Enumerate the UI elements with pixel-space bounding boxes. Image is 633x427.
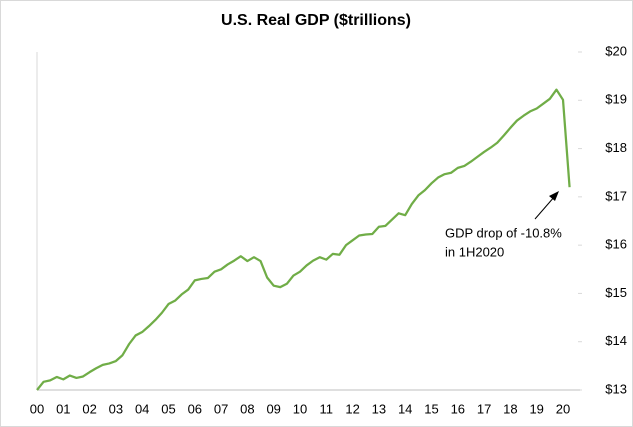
x-tick-label: 20 bbox=[556, 401, 570, 416]
x-tick-label: 16 bbox=[451, 401, 465, 416]
annotation: GDP drop of -10.8% bbox=[445, 225, 562, 240]
y-tick-label: $13 bbox=[605, 381, 627, 396]
x-tick-label: 04 bbox=[135, 401, 149, 416]
y-tick-label: $20 bbox=[605, 43, 627, 58]
x-tick-label: 19 bbox=[529, 401, 543, 416]
x-tick-label: 00 bbox=[30, 401, 44, 416]
arrow-head bbox=[549, 191, 559, 201]
y-tick-label: $19 bbox=[605, 92, 627, 107]
x-tick-label: 15 bbox=[424, 401, 438, 416]
x-tick-label: 11 bbox=[320, 401, 334, 416]
y-tick-label: $15 bbox=[605, 285, 627, 300]
annotation-arrow bbox=[534, 195, 556, 220]
y-tick-label: $17 bbox=[605, 188, 627, 203]
data-line bbox=[36, 88, 571, 391]
y-tick-label: $16 bbox=[605, 237, 627, 252]
y-tick-label: $14 bbox=[605, 333, 627, 348]
x-tick-label: 07 bbox=[214, 401, 228, 416]
x-tick-label: 06 bbox=[188, 401, 202, 416]
x-tick-label: 12 bbox=[345, 401, 359, 416]
y-tick-label: $18 bbox=[605, 140, 627, 155]
x-tick-label: 14 bbox=[398, 401, 412, 416]
chart-title: U.S. Real GDP ($trillions) bbox=[221, 12, 411, 29]
x-tick-label: 10 bbox=[293, 401, 307, 416]
x-tick-label: 05 bbox=[161, 401, 175, 416]
annotation: in 1H2020 bbox=[445, 244, 504, 259]
x-tick-label: 18 bbox=[503, 401, 517, 416]
x-tick-label: 03 bbox=[109, 401, 123, 416]
x-tick-label: 08 bbox=[240, 401, 254, 416]
x-tick-label: 13 bbox=[372, 401, 386, 416]
x-tick-label: 17 bbox=[477, 401, 491, 416]
x-tick-label: 02 bbox=[82, 401, 96, 416]
x-tick-label: 01 bbox=[56, 401, 70, 416]
x-tick-label: 09 bbox=[266, 401, 280, 416]
